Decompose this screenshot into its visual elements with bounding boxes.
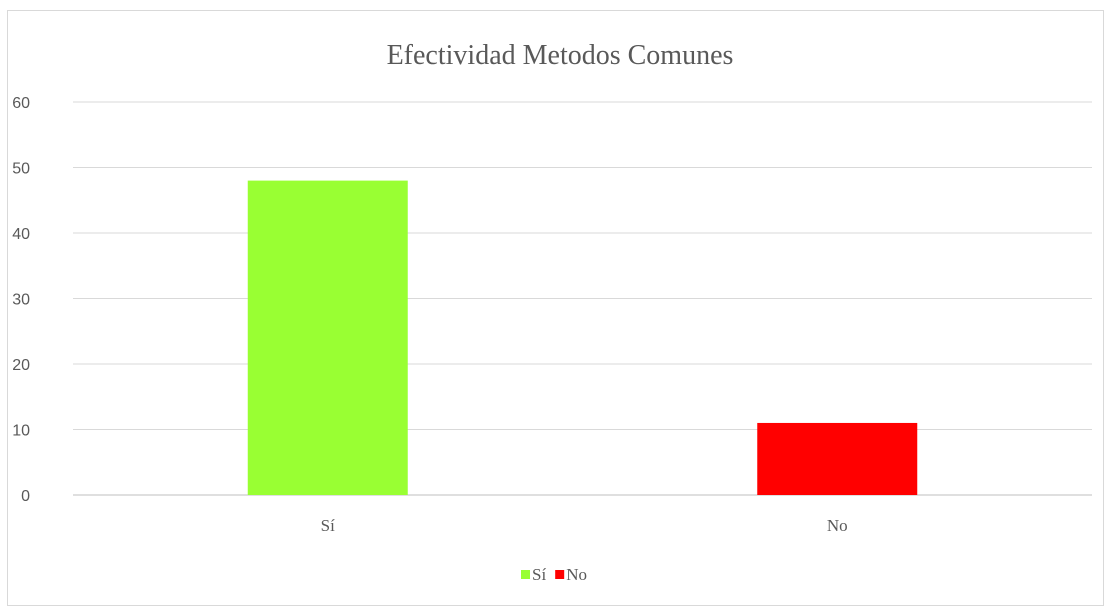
y-tick-label: 30	[12, 292, 30, 309]
y-tick-label: 40	[12, 226, 30, 243]
category-label: Sí	[321, 516, 335, 535]
bar-si	[247, 180, 408, 495]
legend-label: Sí	[532, 565, 546, 584]
legend-swatch	[555, 570, 565, 579]
category-label: No	[827, 516, 848, 535]
y-tick-label: 10	[12, 423, 30, 440]
chart-frame	[7, 10, 1104, 606]
legend-label: No	[566, 565, 587, 584]
y-tick-label: 60	[12, 95, 30, 112]
gridlines	[73, 101, 1092, 496]
legend-swatch	[521, 570, 530, 579]
legend: Sí No	[521, 565, 587, 584]
y-tick-label: 0	[21, 488, 30, 505]
bars	[247, 180, 918, 495]
bar-no	[757, 422, 918, 495]
y-axis-ticks: 0 10 20 30 40 50 60	[12, 95, 30, 505]
y-tick-label: 50	[12, 161, 30, 178]
y-tick-label: 20	[12, 357, 30, 374]
x-axis-categories: Sí No	[321, 516, 848, 535]
chart-title: Efectividad Metodos Comunes	[386, 40, 734, 71]
